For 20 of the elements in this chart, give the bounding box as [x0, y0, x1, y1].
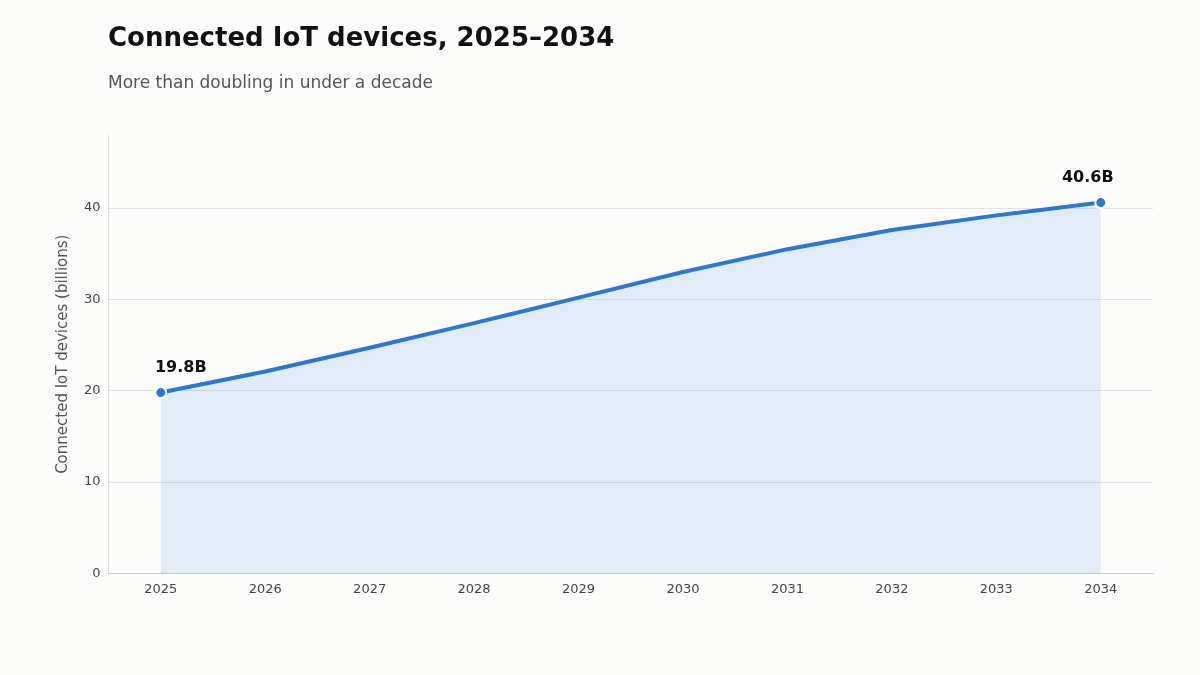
x-tick-label: 2034 — [1084, 580, 1118, 596]
x-tick-label: 2025 — [144, 580, 178, 596]
y-tick-label: 20 — [84, 382, 101, 398]
y-tick-label: 0 — [92, 564, 101, 580]
x-tick-label: 2028 — [457, 580, 491, 596]
chart-title: Connected IoT devices, 2025–2034 — [108, 22, 615, 52]
y-tick-label: 30 — [84, 290, 101, 306]
x-tick-label: 2032 — [875, 580, 909, 596]
x-tick-label: 2029 — [562, 580, 596, 596]
y-tick-label: 40 — [84, 199, 101, 215]
y-tick-label: 10 — [84, 473, 101, 489]
chart-subtitle: More than doubling in under a decade — [108, 72, 433, 92]
x-tick-label: 2027 — [353, 580, 387, 596]
x-tick-label: 2030 — [666, 580, 700, 596]
annotation: 40.6B — [1061, 166, 1114, 186]
x-tick-label: 2026 — [248, 580, 282, 596]
x-tick-label: 2031 — [770, 580, 804, 596]
x-tick-label: 2033 — [979, 580, 1013, 596]
y-axis-title: Connected IoT devices (billions) — [52, 234, 71, 474]
annotation: 19.8B — [154, 356, 207, 376]
